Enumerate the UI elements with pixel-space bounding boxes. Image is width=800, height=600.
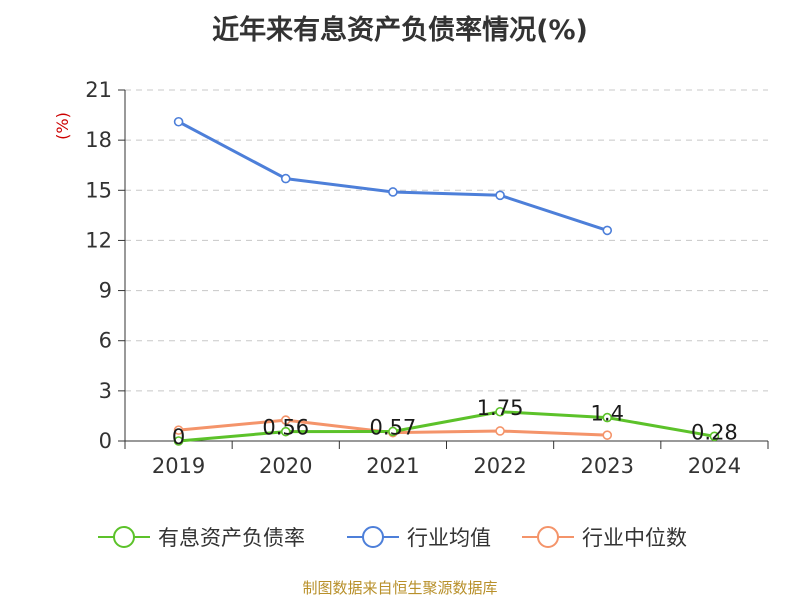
legend-item[interactable]: 行业均值 [347,526,491,550]
data-point [709,431,720,442]
series-points [173,116,720,446]
data-label: 1.4 [591,402,624,426]
data-point [495,426,505,436]
y-tick-label: 18 [85,128,112,152]
legend-item[interactable]: 有息资产负债率 [98,526,305,550]
legend-item[interactable]: 行业中位数 [522,526,687,550]
x-tick-label: 2019 [152,454,205,478]
data-label: 1.75 [477,396,524,420]
legend-label: 有息资产负债率 [158,526,305,550]
y-tick-label: 3 [99,379,112,403]
y-tick-label: 6 [99,329,112,353]
data-point [173,436,184,446]
legend-label: 行业均值 [407,526,491,550]
x-tick-label: 2021 [366,454,419,478]
y-tick-label: 15 [85,178,112,202]
y-axis-unit: (%) [53,112,72,140]
data-label: 0.56 [262,416,309,440]
data-point [388,187,398,197]
data-point [495,190,505,201]
data-point [602,225,613,236]
data-point [602,412,613,423]
legend-marker [362,526,384,548]
data-point [280,173,291,184]
data-point [173,116,184,127]
series-line [178,410,715,443]
data-point [388,426,398,437]
data-point [495,406,505,417]
x-tick-labels: 2019 2020 2021 2022 2023 2024 [152,454,741,478]
x-tick-label: 2022 [473,454,526,478]
axes: (%) [53,89,769,449]
y-tick-label: 12 [85,228,112,252]
data-point [602,430,613,440]
x-tick-label: 2024 [688,454,741,478]
grid-lines [125,89,768,392]
data-labels: 0 0.56 0.57 1.75 1.4 0.28 [172,396,738,449]
legend-label: 行业中位数 [582,526,687,550]
chart-title: 近年来有息资产负债率情况(%) [212,15,588,46]
data-point [173,425,184,435]
legend-marker [113,526,135,548]
data-point [280,426,291,437]
series-lines [177,120,715,443]
y-tick-label: 21 [85,78,112,102]
series-line [177,120,608,232]
x-tick-label: 2020 [259,454,312,478]
legend-marker [537,526,559,548]
legend: 有息资产负债率 行业均值 行业中位数 [98,526,687,550]
y-tick-label: 0 [99,429,112,453]
data-point [280,415,291,425]
source-note: 制图数据来自恒生聚源数据库 [302,579,498,597]
data-label: 0.28 [691,420,738,444]
data-label: 0 [172,425,185,449]
y-tick-label: 9 [99,279,112,303]
x-tick-label: 2023 [581,454,634,478]
y-tick-labels: 0 3 6 9 12 15 18 21 [85,78,112,453]
data-label: 0.57 [370,415,417,439]
